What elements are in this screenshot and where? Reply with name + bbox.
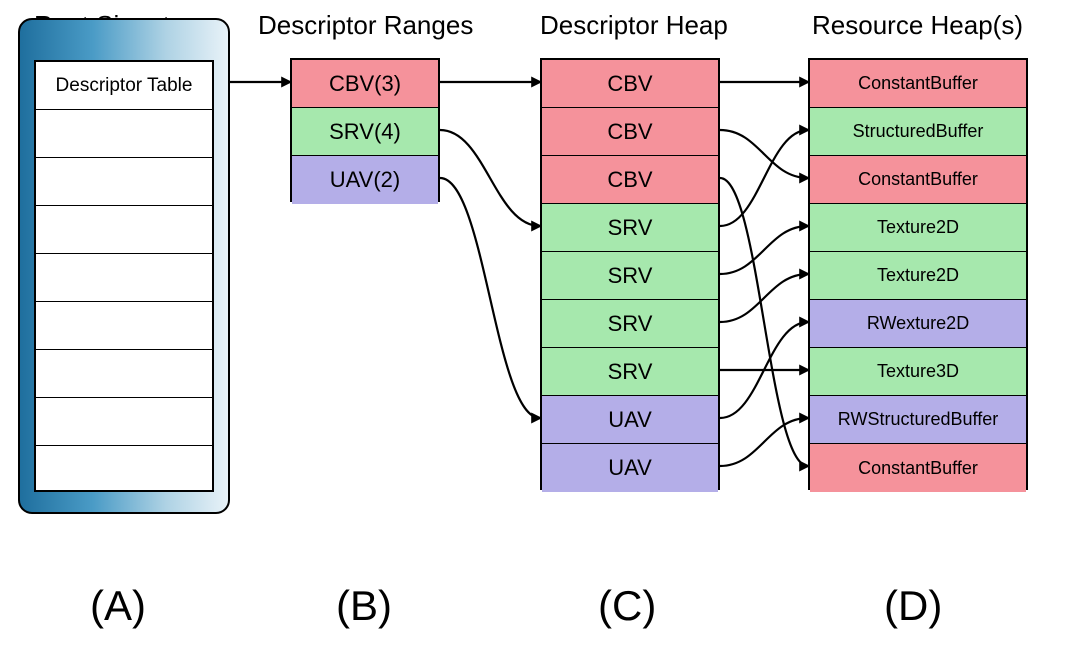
arrow-heap-to-resource-4: [720, 226, 808, 274]
diagram-stage: Root SignatureDescriptor RangesDescripto…: [0, 0, 1072, 650]
arrow-heap-to-resource-3: [720, 130, 808, 226]
arrow-ranges-to-heap-2: [440, 178, 540, 418]
arrow-heap-to-resource-5: [720, 274, 808, 322]
arrow-heap-to-resource-1: [720, 130, 808, 178]
arrows-layer: [0, 0, 1072, 650]
arrow-heap-to-resource-8: [720, 418, 808, 466]
arrow-ranges-to-heap-1: [440, 130, 540, 226]
